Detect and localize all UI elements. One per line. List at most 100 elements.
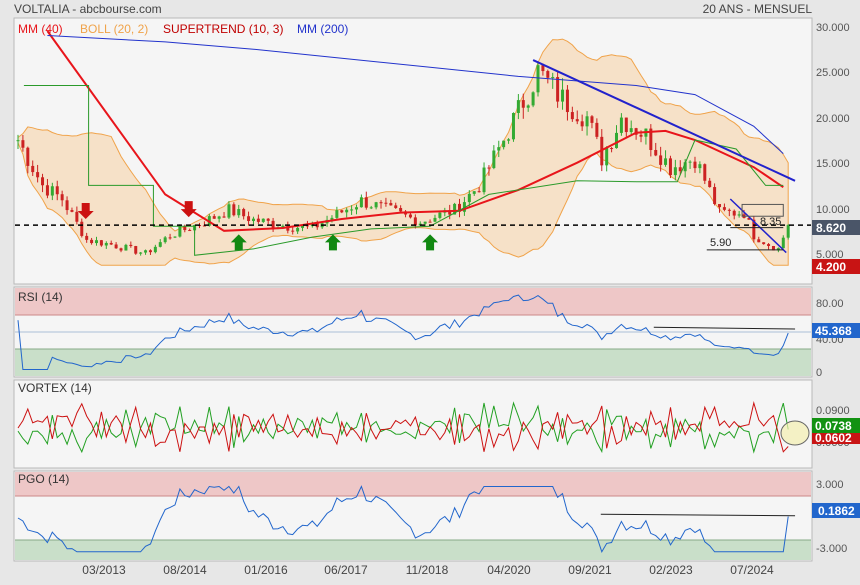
candle-body (60, 194, 64, 201)
candle-body (16, 140, 20, 142)
candle-body (458, 203, 462, 212)
x-tick: 04/2020 (487, 563, 531, 577)
candle-body (80, 221, 84, 236)
candle-body (271, 220, 275, 228)
candle-body (516, 100, 520, 113)
candle-body (703, 164, 707, 181)
pgo-oversold-zone (15, 540, 811, 560)
candle-body (580, 121, 584, 127)
candle-body (217, 216, 221, 219)
candle-body (301, 225, 305, 228)
candle-body (747, 217, 751, 220)
candle-body (85, 235, 89, 240)
rsi-value: 45.368 (815, 324, 852, 338)
supertrend-value: 4.200 (816, 260, 846, 274)
pgo-trend-line (600, 513, 796, 517)
candle-body (148, 250, 152, 253)
candle-body (394, 205, 398, 209)
candle-body (659, 155, 663, 165)
candle-body (305, 225, 309, 227)
candle-body (570, 112, 574, 120)
candle-body (227, 204, 231, 218)
candle-body (251, 218, 255, 222)
price-series (15, 30, 811, 266)
candle-body (26, 147, 30, 166)
candle-body (50, 186, 54, 196)
candle-body (762, 242, 766, 245)
candle-body (771, 245, 775, 251)
sell-arrow (180, 201, 197, 218)
candle-body (296, 227, 300, 232)
candle-body (345, 209, 349, 213)
candle-body (21, 140, 25, 148)
candle-body (65, 200, 69, 211)
candle-body (134, 246, 138, 254)
candle-body (94, 240, 98, 244)
pgo-value-badge (812, 503, 860, 518)
candle-body (359, 197, 363, 208)
legend-supertrend: SUPERTREND (10, 3) (163, 22, 283, 36)
candle-body (708, 180, 712, 188)
candle-body (364, 197, 368, 208)
candle-body (114, 244, 118, 249)
candle-body (737, 214, 741, 216)
price-tick: 25.000 (816, 67, 850, 79)
candle-body (482, 167, 486, 193)
legend-boll: BOLL (20, 2) (80, 22, 148, 36)
pgo-line (17, 485, 789, 554)
rsi-trend-line (653, 326, 796, 330)
candle-body (487, 167, 491, 169)
bollinger-band (17, 38, 789, 266)
vortex-plus-value: 0.0738 (815, 419, 852, 433)
candle-body (634, 128, 638, 135)
pgo-series (17, 485, 796, 554)
candle-body (673, 167, 677, 176)
candle-body (232, 204, 236, 216)
rsi-series (17, 294, 796, 370)
candle-body (688, 161, 692, 163)
short-trend-line (729, 198, 787, 254)
candle-body (178, 226, 182, 237)
candle-body (139, 252, 143, 254)
candle-body (462, 202, 466, 212)
chart-title: VOLTALIA - abcbourse.com (14, 2, 162, 16)
candle-body (389, 203, 393, 206)
candle-body (776, 248, 780, 251)
candle-body (693, 161, 697, 169)
candle-body (369, 207, 373, 209)
candle-body (521, 100, 525, 108)
candle-body (222, 216, 226, 218)
candle-body (605, 148, 609, 166)
x-tick: 06/2017 (324, 563, 368, 577)
legend-mm40: MM (40) (18, 22, 63, 36)
annotation-high: 8.35 (760, 216, 781, 228)
candle-body (511, 112, 515, 140)
candle-body (413, 217, 417, 226)
vortex-title: VORTEX (14) (18, 381, 92, 395)
candle-body (781, 237, 785, 249)
candle-body (104, 242, 108, 246)
candle-body (556, 77, 560, 102)
x-tick: 11/2018 (406, 563, 449, 577)
candle-body (551, 77, 555, 79)
candle-body (668, 158, 672, 176)
candle-body (212, 216, 216, 219)
candle-body (698, 164, 702, 169)
candle-body (261, 218, 265, 222)
sell-arrow (77, 202, 94, 219)
x-tick: 09/2021 (568, 563, 612, 577)
candle-body (55, 186, 59, 195)
candle-body (188, 230, 192, 232)
annotation-low: 5.90 (710, 237, 731, 249)
candle-body (379, 202, 383, 204)
price-tick: 30.000 (816, 22, 850, 34)
vortex-series (17, 401, 789, 454)
candle-body (786, 225, 790, 238)
candle-body (119, 248, 123, 251)
vortex-minus-value: 0.0602 (815, 431, 852, 445)
buy-arrow (422, 234, 439, 251)
candle-body (266, 218, 270, 221)
rsi-line (17, 294, 789, 370)
candle-body (281, 225, 285, 228)
candle-body (428, 221, 432, 223)
